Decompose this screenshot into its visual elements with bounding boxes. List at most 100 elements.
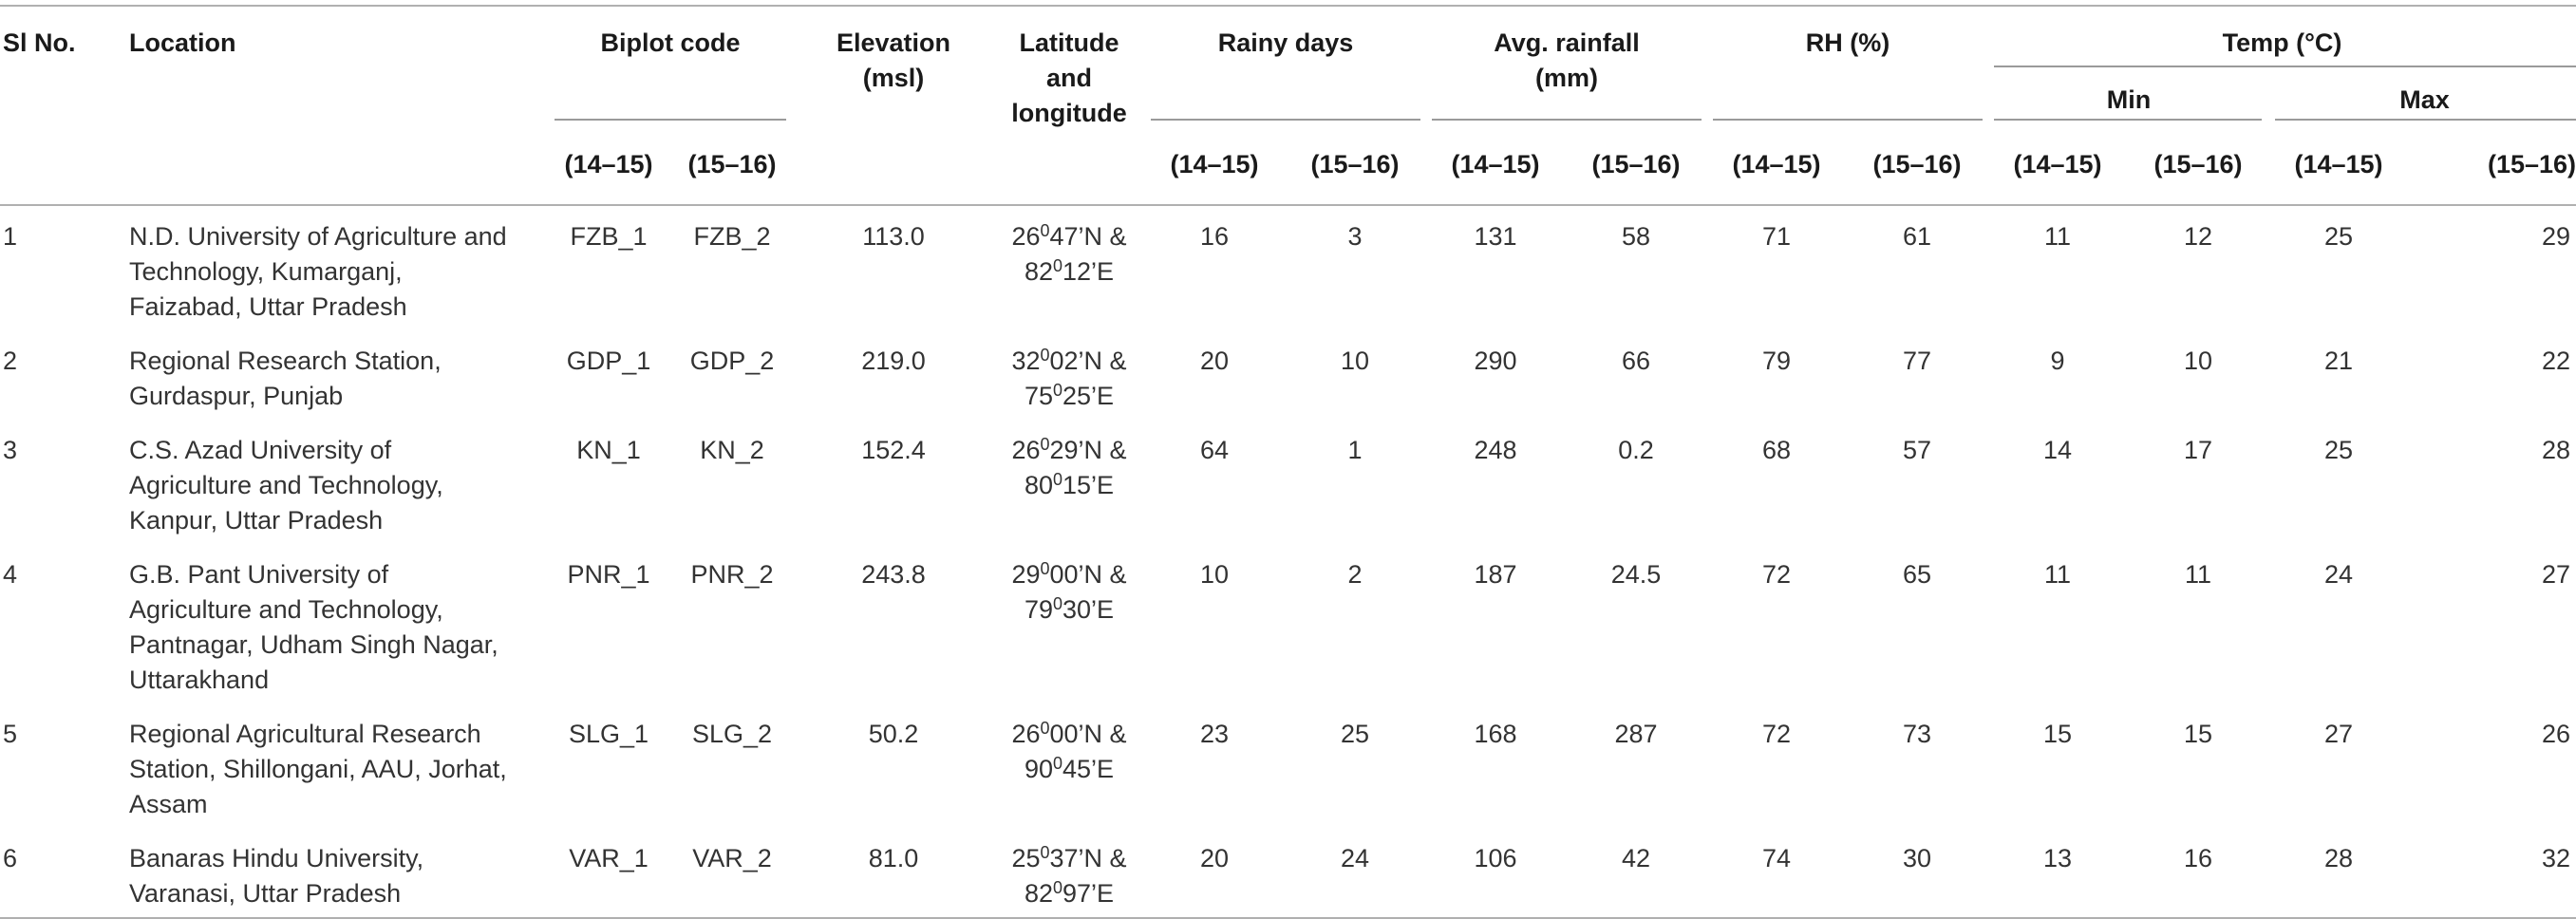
cell-min2: 10 [2183, 347, 2213, 375]
cell-rain2: 24.5 [1610, 560, 1662, 589]
cell-lon-deg: 82 [1024, 879, 1053, 908]
cell-lon-deg: 82 [1024, 257, 1053, 286]
cell-min2: 11 [2185, 560, 2212, 589]
cell-lat-rest: 00’N & [1049, 560, 1127, 589]
cell-latlong: 26000’N & 90045’E [993, 703, 1145, 828]
cell-rh2: 77 [1902, 347, 1932, 375]
cell-rainy2: 2 [1347, 560, 1363, 589]
cell-code2: VAR_2 [670, 828, 794, 919]
cell-sl: 3 [3, 436, 18, 464]
header-biplot-y1: (14–15) [547, 132, 670, 206]
document-page: Sl No. Location Biplot code Elevation (m… [0, 5, 2576, 919]
table-body: 1 N.D. University of Agriculture and Tech… [0, 205, 2576, 919]
cell-max1: 25 [2323, 222, 2354, 251]
cell-lon-rest: 12’E [1062, 257, 1115, 286]
degree-mark: 0 [1052, 470, 1062, 489]
cell-rainy1: 20 [1199, 347, 1230, 375]
cell-elevation: 152.4 [861, 436, 926, 464]
cell-rainy2: 10 [1340, 347, 1370, 375]
cell-lon-rest: 15’E [1062, 471, 1115, 499]
cell-elevation: 113.0 [862, 222, 925, 251]
cell-rh2: 73 [1902, 720, 1932, 748]
underline-biplot [555, 119, 786, 121]
cell-max2: 22 [2542, 347, 2571, 375]
header-rainy-days-label: Rainy days [1217, 28, 1354, 57]
underline-rainfall [1432, 119, 1702, 121]
cell-rh2: 61 [1902, 222, 1932, 251]
degree-mark: 0 [1040, 346, 1050, 365]
cell-rh1: 68 [1761, 436, 1792, 464]
cell-elevation: 219.0 [861, 347, 926, 375]
cell-rain2: 287 [1614, 720, 1658, 748]
cell-rh2: 30 [1846, 828, 1989, 919]
underline-rainy [1151, 119, 1421, 121]
header-rainy-y1: (14–15) [1145, 132, 1284, 206]
header-biplot-code-label: Biplot code [600, 28, 741, 57]
header-sl-no: Sl No. [0, 5, 129, 132]
degree-mark: 0 [1052, 754, 1062, 773]
cell-rain2: 0.2 [1618, 436, 1654, 464]
underline-rh [1713, 119, 1984, 121]
cell-lon-rest: 97’E [1062, 879, 1115, 908]
cell-min1: 9 [2050, 347, 2065, 375]
cell-max1: 25 [2323, 436, 2354, 464]
cell-lat-deg: 26 [1011, 436, 1041, 464]
header-location: Location [129, 5, 547, 132]
degree-mark: 0 [1052, 256, 1062, 275]
cell-location: Regional Research Station, Gurdaspur, Pu… [129, 347, 442, 410]
cell-code2: GDP_2 [689, 347, 775, 375]
cell-max2: 32 [2408, 828, 2576, 919]
table-row: 2 Regional Research Station, Gurdaspur, P… [0, 330, 2576, 420]
cell-code2: KN_2 [700, 436, 764, 464]
header-temp-label: Temp (°C) [2222, 28, 2342, 57]
cell-code2: SLG_2 [691, 720, 773, 748]
cell-min1: 14 [2042, 436, 2073, 464]
cell-max1: 21 [2323, 347, 2354, 375]
cell-max1: 27 [2323, 720, 2354, 748]
cell-min2: 17 [2183, 436, 2213, 464]
cell-rainy2: 25 [1340, 720, 1370, 748]
cell-latlong: 26047’N & 82012’E [993, 205, 1145, 330]
table-header: Sl No. Location Biplot code Elevation (m… [0, 5, 2576, 206]
cell-lon-deg: 79 [1024, 595, 1053, 624]
cell-code1: KN_1 [576, 436, 641, 464]
underline-min [1994, 119, 2263, 121]
cell-rain1: 106 [1426, 828, 1566, 919]
cell-location: Regional Agricultural Research Station, … [129, 720, 507, 818]
header-elevation: Elevation (msl) [794, 5, 993, 132]
cell-elevation: 243.8 [861, 560, 926, 589]
degree-mark: 0 [1052, 878, 1062, 897]
cell-rain2: 42 [1565, 828, 1708, 919]
header-rain-y1: (14–15) [1426, 132, 1566, 206]
cell-min2: 12 [2183, 222, 2213, 251]
degree-mark: 0 [1040, 843, 1050, 862]
cell-max2: 29 [2542, 222, 2571, 251]
cell-latlong: 26029’N & 80015’E [993, 420, 1145, 544]
cell-lon-rest: 25’E [1062, 382, 1115, 410]
cell-lat-rest: 37’N & [1049, 844, 1127, 872]
cell-max2: 26 [2542, 720, 2571, 748]
cell-rainy2: 3 [1347, 222, 1363, 251]
header-max: Max [2399, 85, 2450, 114]
cell-code1: PNR_1 [567, 560, 650, 589]
cell-max2: 28 [2542, 436, 2571, 464]
cell-max1: 28 [2269, 828, 2409, 919]
table-row: 5 Regional Agricultural Research Station,… [0, 703, 2576, 828]
cell-rainy1: 23 [1199, 720, 1230, 748]
cell-rh1: 71 [1761, 222, 1792, 251]
header-min: Min [2106, 85, 2152, 114]
cell-rain1: 187 [1474, 560, 1517, 589]
cell-location: C.S. Azad University of Agriculture and … [129, 436, 443, 535]
header-rain-y2: (15–16) [1565, 132, 1708, 206]
header-rainy-y2: (15–16) [1284, 132, 1427, 206]
cell-rainy1: 10 [1199, 560, 1230, 589]
cell-lon-deg: 80 [1024, 471, 1053, 499]
cell-rh1: 72 [1761, 560, 1792, 589]
cell-location: Banaras Hindu University, Varanasi, Utta… [129, 828, 547, 919]
table-row: 1 N.D. University of Agriculture and Tech… [0, 205, 2576, 330]
cell-rh1: 72 [1761, 720, 1792, 748]
cell-lat-rest: 29’N & [1049, 436, 1127, 464]
cell-rain1: 131 [1474, 222, 1517, 251]
cell-code1: GDP_1 [566, 347, 651, 375]
header-max-y2: (15–16) [2408, 132, 2576, 206]
